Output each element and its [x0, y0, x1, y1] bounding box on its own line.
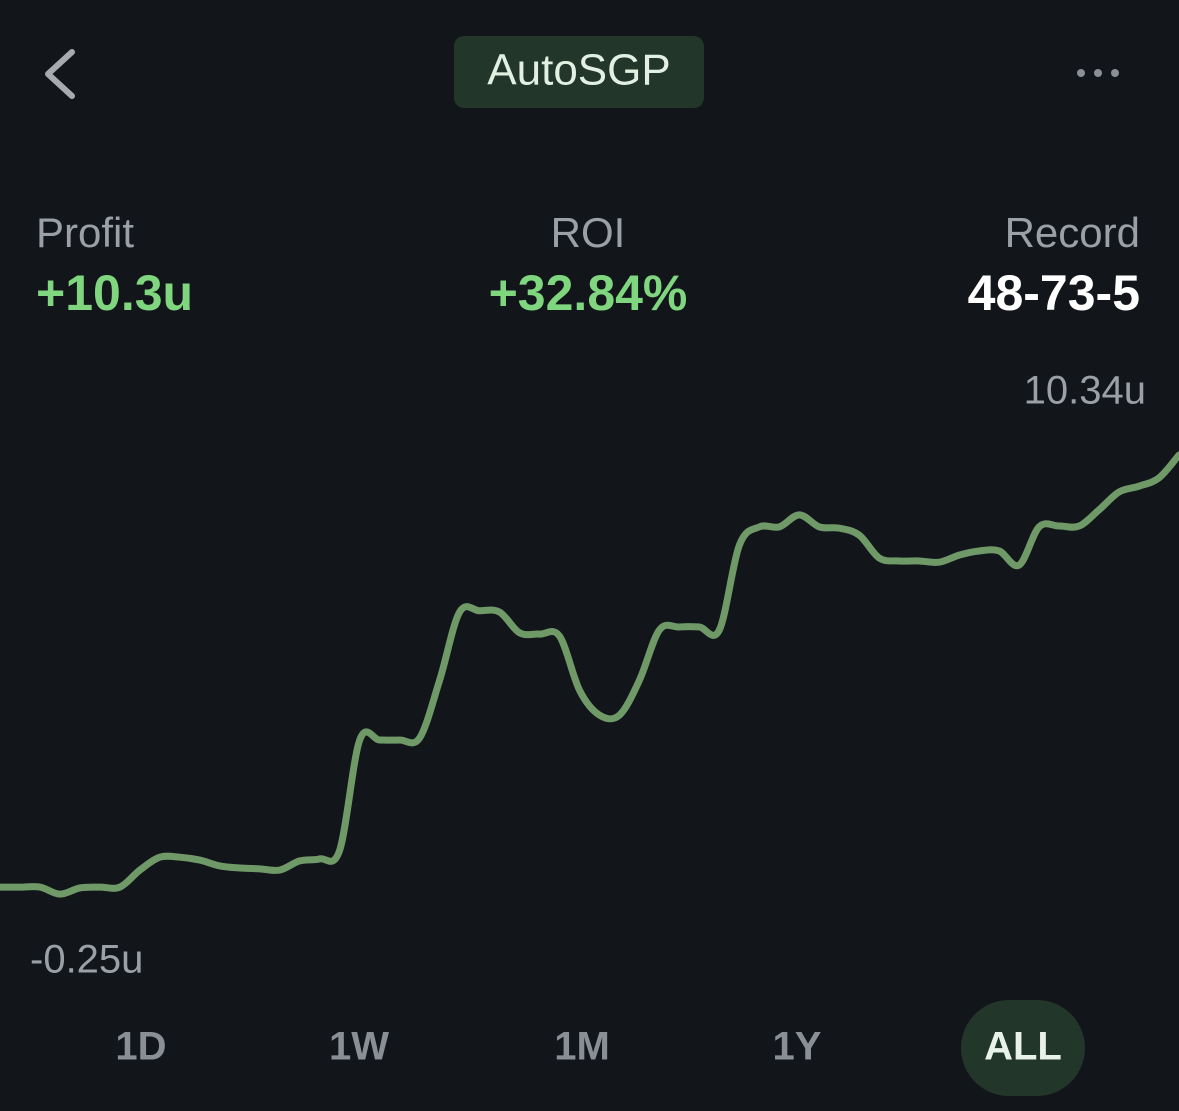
back-icon	[45, 49, 75, 99]
dot	[1111, 69, 1119, 77]
stat-label: ROI	[551, 209, 626, 256]
y-extreme-label: 10.34u	[1024, 369, 1146, 413]
title-pill	[454, 36, 704, 108]
dot	[1094, 69, 1102, 77]
range-tab[interactable]: 1D	[115, 1025, 166, 1069]
stat-label: Profit	[36, 209, 134, 256]
stat-value: 48-73-5	[968, 265, 1140, 321]
chart: 10.34u -0.25u	[0, 369, 1179, 982]
stat-value: +10.3u	[36, 265, 193, 321]
profit-line	[0, 451, 1179, 898]
title: AutoSGP	[487, 46, 670, 95]
y-extreme-label: -0.25u	[30, 938, 143, 982]
stat-label: Record	[1005, 209, 1140, 256]
tab-selected-pill	[961, 1000, 1085, 1096]
stat-value: +32.84%	[489, 265, 688, 321]
dot	[1077, 69, 1085, 77]
range-tab[interactable]: 1W	[329, 1025, 389, 1069]
back-button[interactable]	[45, 49, 75, 99]
range-tab[interactable]: 1Y	[773, 1025, 822, 1069]
range-tab[interactable]: 1M	[554, 1025, 610, 1069]
more-button[interactable]	[1077, 69, 1119, 77]
range-tab[interactable]: ALL	[984, 1025, 1062, 1069]
range-tabs: 1D 1W 1M 1Y ALL	[115, 1000, 1085, 1096]
